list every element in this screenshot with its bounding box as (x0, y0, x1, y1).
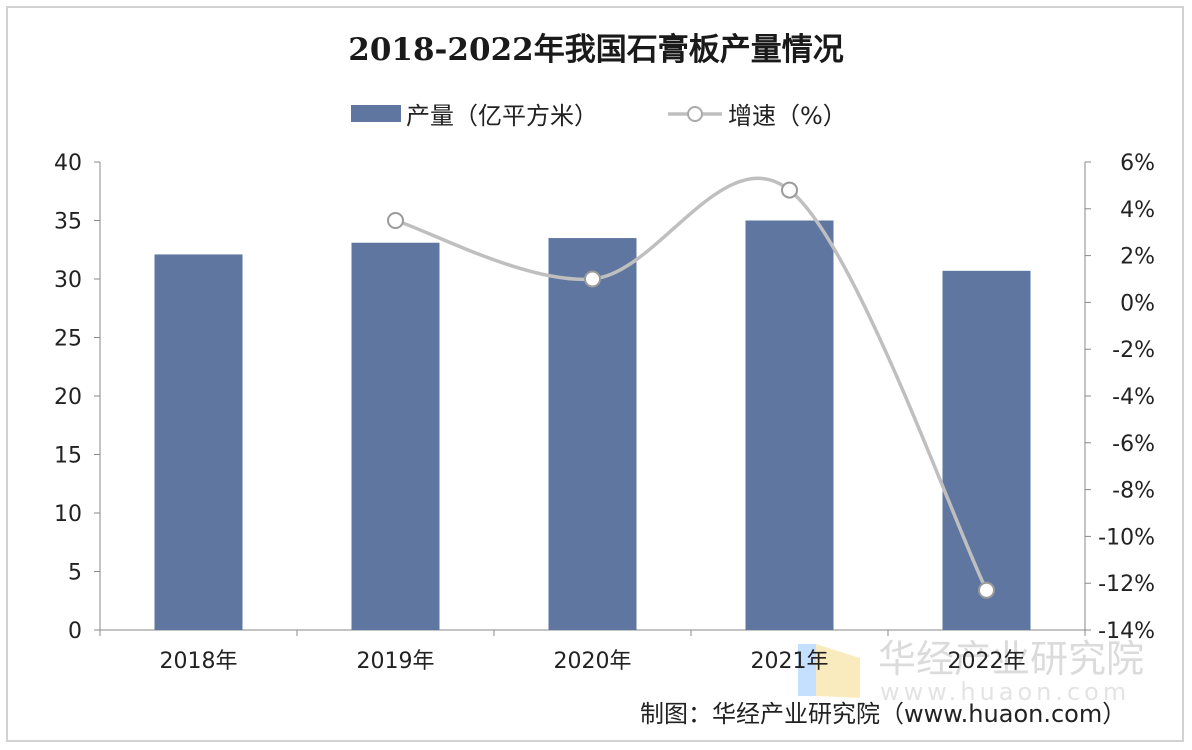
y2-tick-label: 4% (1120, 198, 1155, 223)
axes: 0 5 10 15 20 25 30 35 40 -14% -12% -10% -8% -6% -4% -2%… (54, 151, 1155, 674)
y2-tick-label: -2% (1112, 338, 1155, 363)
watermark-name: 华经产业研究院 (878, 637, 1144, 681)
bar (745, 220, 834, 630)
x-tick-label: 2020年 (554, 649, 632, 674)
y2-tick-label: -10% (1098, 525, 1155, 550)
y2-tick-label: 0% (1120, 291, 1155, 316)
y-tick-label: 20 (54, 385, 82, 410)
y2-tick-label: 6% (1120, 151, 1155, 176)
y2-tick-label: 2% (1120, 245, 1155, 270)
watermark: 华经产业研究院 www.huaon.com (798, 637, 1144, 706)
growth-point (584, 270, 601, 288)
legend-label-bar: 产量（亿平方米） (406, 102, 598, 130)
bar (154, 254, 243, 630)
x-tick-label: 2021年 (751, 649, 829, 674)
growth-line-path (395, 176, 989, 591)
bar (351, 242, 440, 631)
chart-title: 2018-2022年我国石膏板产量情况 (348, 32, 844, 68)
y2-tick-label: -4% (1112, 385, 1155, 410)
x-tick-label: 2018年 (160, 649, 238, 674)
y-tick-label: 0 (68, 619, 82, 644)
y-tick-label: 10 (54, 502, 82, 527)
bar (942, 270, 1031, 630)
growth-point (978, 581, 995, 599)
y-tick-label: 30 (54, 268, 82, 293)
y-tick-label: 5 (68, 561, 82, 586)
y2-tick-label: -6% (1112, 432, 1155, 457)
legend-swatch-bar (351, 105, 401, 122)
y2-tick-label: -8% (1112, 479, 1155, 504)
growth-point (387, 212, 404, 229)
watermark-logo-shape (816, 644, 860, 698)
x-tick-label: 2019年 (357, 649, 435, 674)
x-tick-label: 2022年 (948, 649, 1026, 674)
legend-swatch-marker (687, 106, 703, 122)
watermark-url: www.huaon.com (880, 678, 1130, 706)
credit-text: 制图：华经产业研究院（www.huaon.com） (640, 700, 1127, 728)
y-tick-label: 35 (54, 210, 82, 235)
legend: 产量（亿平方米） 增速（%） (351, 102, 847, 130)
y-tick-label: 25 (54, 327, 82, 352)
growth-line (387, 176, 995, 599)
y-tick-label: 40 (54, 151, 82, 176)
bar (548, 238, 637, 631)
legend-label-line: 增速（%） (728, 102, 847, 130)
y2-tick-label: -14% (1098, 619, 1155, 644)
y-tick-label: 15 (54, 444, 82, 469)
y2-tick-label: -12% (1098, 572, 1155, 597)
bars (154, 220, 1031, 631)
watermark-logo-icon (798, 644, 816, 696)
growth-point (781, 181, 798, 199)
